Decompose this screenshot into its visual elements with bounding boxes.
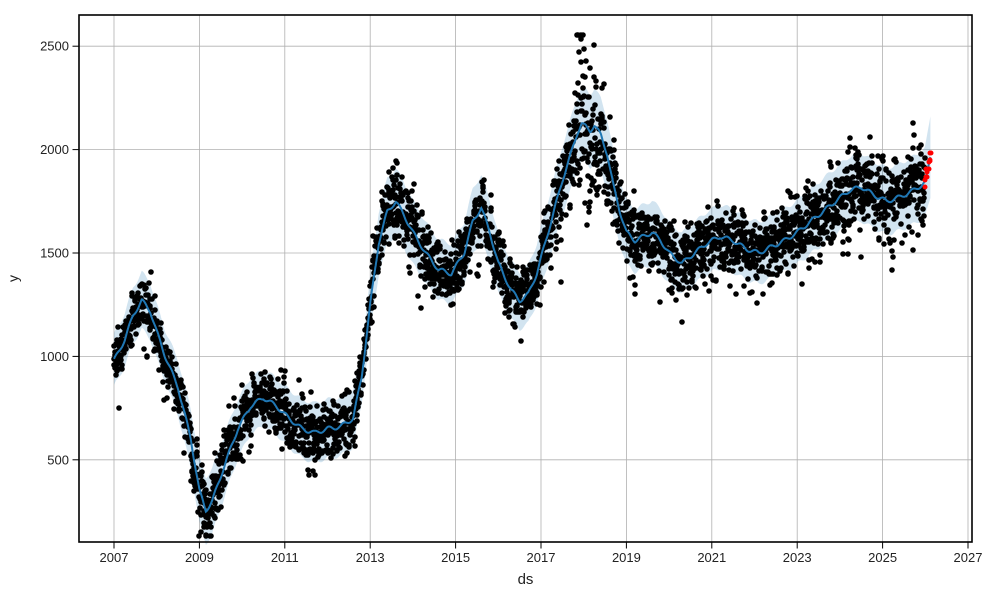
svg-text:2000: 2000 <box>40 142 69 157</box>
svg-text:2017: 2017 <box>527 550 556 565</box>
svg-text:2015: 2015 <box>441 550 470 565</box>
svg-text:y: y <box>5 275 21 282</box>
svg-text:1000: 1000 <box>40 349 69 364</box>
svg-text:2025: 2025 <box>868 550 897 565</box>
svg-text:2011: 2011 <box>271 550 299 565</box>
svg-text:1500: 1500 <box>40 246 69 261</box>
svg-text:2027: 2027 <box>954 550 983 565</box>
svg-text:2007: 2007 <box>100 550 129 565</box>
svg-text:500: 500 <box>47 452 69 467</box>
svg-text:2023: 2023 <box>783 550 812 565</box>
svg-text:2013: 2013 <box>356 550 385 565</box>
svg-text:2500: 2500 <box>40 39 69 54</box>
svg-text:2009: 2009 <box>185 550 214 565</box>
svg-text:2021: 2021 <box>697 550 726 565</box>
svg-text:ds: ds <box>518 571 534 588</box>
svg-text:2019: 2019 <box>612 550 641 565</box>
